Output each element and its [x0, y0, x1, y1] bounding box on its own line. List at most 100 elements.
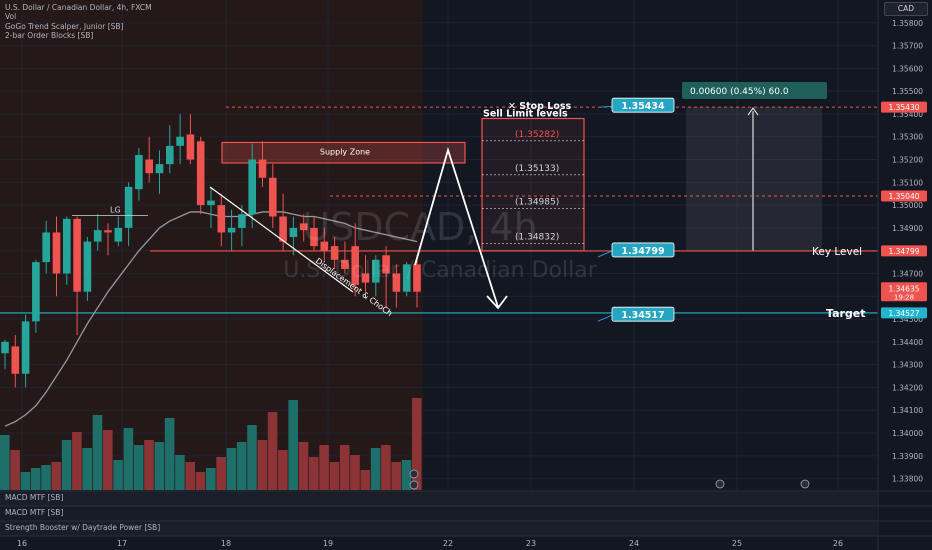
x-tick-label: 17 — [117, 539, 127, 548]
candle-body — [176, 136, 184, 146]
axis-tag-135040: 1.35040 — [888, 192, 919, 201]
x-tick-label: 23 — [526, 539, 536, 548]
axis-tag-current: 1.34635 — [888, 284, 919, 293]
axis-tag-stop-bg — [881, 101, 927, 113]
volume-bar — [319, 445, 329, 490]
measure-label-bg — [682, 82, 827, 99]
volume-bar — [61, 440, 72, 490]
y-tick-label: 1.34200 — [892, 383, 923, 392]
pane-label-strength[interactable]: Strength Booster w/ Daytrade Power [SB] — [5, 523, 161, 532]
indicator-order-blocks[interactable]: 2-bar Order Blocks [SB] — [5, 31, 94, 41]
volume-bar — [370, 448, 381, 490]
x-tick-label: 22 — [443, 539, 453, 548]
measure-label: 0.00600 (0.45%) 60.0 — [690, 87, 789, 97]
candle-body — [238, 214, 246, 228]
candle-body — [341, 259, 349, 269]
volume-bar — [144, 440, 154, 490]
candle-body — [413, 264, 421, 292]
volume-bar — [154, 442, 165, 490]
callout-label: 1.35434 — [621, 101, 665, 112]
y-tick-label: 1.35800 — [892, 19, 923, 28]
axis-tag-current-bg — [881, 282, 927, 302]
callout-pointer — [597, 314, 613, 322]
volume-bar — [247, 425, 257, 490]
candle-body — [135, 154, 143, 190]
callout-box — [611, 97, 675, 113]
volume-bar — [72, 432, 82, 490]
pane-label-macd-1[interactable]: MACD MTF [SB] — [5, 493, 64, 502]
axis-tag-target-bg — [881, 307, 927, 319]
volume-bar — [226, 448, 237, 490]
lower-pane — [0, 506, 878, 521]
candle-body — [248, 159, 256, 215]
axis-tag-key-bg — [881, 245, 927, 257]
candle-body — [289, 227, 298, 238]
watermark-symbol: USDCAD, 4h — [302, 205, 537, 249]
candle-body — [42, 232, 50, 263]
lg-label: LG — [110, 205, 121, 214]
volume-bar — [92, 415, 103, 490]
indicator-vol[interactable]: Vol — [5, 12, 17, 22]
candle-body — [258, 159, 267, 178]
volume-bar — [412, 398, 422, 490]
sell-limit-entry-label: (1.35133) — [515, 164, 559, 174]
symbol-title[interactable]: U.S. Dollar / Canadian Dollar, 4h, FXCM — [5, 3, 152, 12]
callout-pointer — [597, 250, 613, 258]
volume-bar — [278, 450, 288, 490]
volume-bar — [175, 455, 185, 490]
candle-body — [392, 273, 401, 292]
candle-body — [114, 227, 123, 242]
axis-tag-target: 1.34527 — [888, 309, 919, 318]
x-tick-label: 16 — [17, 539, 27, 548]
candle-body — [93, 230, 102, 242]
y-tick-label: 1.35000 — [892, 201, 923, 210]
candle-body — [402, 264, 411, 292]
volume-bar — [195, 472, 206, 490]
callout-label: 1.34799 — [621, 246, 664, 257]
lower-pane — [0, 491, 878, 506]
y-tick-label: 1.34900 — [892, 224, 923, 233]
candle-body — [269, 177, 277, 217]
target-label: Target — [826, 307, 866, 320]
volume-bar — [350, 455, 360, 490]
candle-body — [351, 246, 359, 285]
callout-box — [611, 306, 675, 322]
volume-bar — [103, 430, 113, 490]
volume-bar — [257, 440, 268, 490]
y-tick-label: 1.34700 — [892, 269, 923, 278]
candle-body — [145, 159, 153, 174]
pane-label-macd-2[interactable]: MACD MTF [SB] — [5, 508, 64, 517]
sell-limit-entry-label: (1.34832) — [515, 232, 559, 242]
projection-arrow-head — [486, 295, 508, 310]
volume-bar — [339, 445, 350, 490]
candle-body — [196, 141, 205, 206]
volume-bar — [123, 428, 134, 490]
candle-body — [1, 341, 9, 354]
callout-pointer — [599, 105, 613, 108]
volume-bar — [164, 418, 175, 490]
volume-bar — [82, 448, 92, 490]
volume-bar — [391, 462, 401, 490]
price-axis-bg — [878, 0, 932, 550]
x-tick-label: 19 — [323, 539, 333, 548]
indicator-gogo-trend[interactable]: GoGo Trend Scalper, Junior [SB] — [5, 21, 124, 31]
candle-body — [166, 145, 174, 165]
event-marker-icon — [409, 469, 419, 479]
volume-bar — [51, 462, 62, 490]
lower-pane — [0, 521, 878, 536]
volume-bar — [360, 470, 371, 490]
candle-body — [299, 223, 308, 231]
x-tick-label: 18 — [221, 539, 231, 548]
candle-body — [330, 246, 339, 260]
event-marker-icon — [800, 479, 810, 489]
candle-body — [279, 216, 287, 242]
volume-bar — [41, 465, 51, 490]
volume-bar — [288, 400, 298, 490]
currency-button[interactable]: CAD — [884, 2, 928, 16]
supply-zone-label: Supply Zone — [320, 147, 370, 156]
volume-bar — [401, 460, 412, 490]
candle-body — [21, 321, 30, 374]
stop-loss-label: ✕ Stop Loss — [508, 101, 572, 112]
volume-bar — [20, 472, 31, 490]
